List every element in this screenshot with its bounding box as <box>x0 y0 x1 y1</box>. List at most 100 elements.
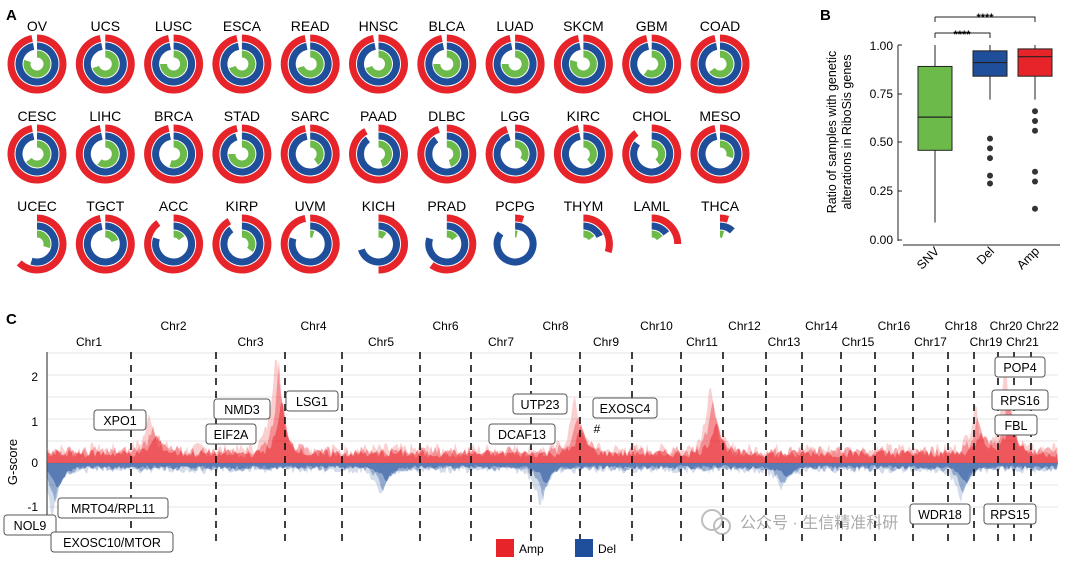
del-arc <box>493 132 537 176</box>
del-arc <box>358 222 400 266</box>
chromosome-label: Chr21 <box>1006 335 1039 349</box>
ring-label: UVM <box>295 198 326 214</box>
ring-chart-kirp: KIRP <box>212 198 272 274</box>
ring-label: MESO <box>699 108 740 124</box>
gene-callout-box <box>592 397 658 419</box>
gene-callout-box <box>50 531 174 553</box>
panel-label-c: C <box>6 311 17 328</box>
ring-chart-chol: CHOL <box>622 108 682 184</box>
gene-callout: RPS15 <box>983 503 1037 525</box>
ring-chart-sarc: SARC <box>280 108 340 184</box>
gene-label: RPS16 <box>1000 394 1040 408</box>
ring-label: PRAD <box>427 198 466 214</box>
outlier-point <box>987 135 993 142</box>
ring-chart-dlbc: DLBC <box>417 108 477 184</box>
outlier-point <box>987 145 993 152</box>
chromosome-label: Chr11 <box>686 335 718 349</box>
amp-arc <box>719 214 730 223</box>
ring-chart-hnsc: HNSC <box>349 18 408 94</box>
chromosome-label: Chr20 <box>990 319 1023 333</box>
ring-chart-acc: ACC <box>144 198 204 274</box>
ytick-label-2: 0.50 <box>870 135 894 149</box>
snv-arc <box>173 230 185 241</box>
legend-amp-swatch <box>496 539 514 557</box>
amp-arc <box>7 34 67 94</box>
amp-arc <box>75 34 135 94</box>
amp-arc <box>7 124 67 184</box>
ring-chart-blca: BLCA <box>417 18 477 94</box>
snv-arc <box>709 50 734 78</box>
amp-arc <box>651 214 682 245</box>
chromosome-label: Chr12 <box>728 319 761 333</box>
gene-callout-box <box>213 398 271 420</box>
gene-callout: NOL9 <box>3 514 57 536</box>
del-arc <box>493 42 537 86</box>
snv-arc <box>378 140 392 167</box>
wechat-icon <box>701 509 723 531</box>
ring-chart-kirc: KIRC <box>553 108 613 184</box>
chromosome-label: Chr16 <box>878 319 911 333</box>
gene-callout-box <box>983 503 1037 525</box>
significance-bracket-snv-amp <box>934 16 1036 22</box>
del-arc <box>15 132 59 176</box>
significance-label-snv-amp: **** <box>976 12 994 24</box>
ring-chart-gbm: GBM <box>622 18 682 94</box>
ring-label: LIHC <box>89 108 121 124</box>
amp-arc <box>75 214 135 274</box>
snv-arc <box>582 230 595 241</box>
ring-label: BLCA <box>429 18 466 34</box>
gene-callout-box <box>994 414 1038 436</box>
ring-label: SKCM <box>563 18 603 34</box>
snv-arc <box>378 230 387 239</box>
ring-label: OV <box>27 18 48 34</box>
panel-b-boxplot: Ratio of samples with genetic alteration… <box>825 12 1060 272</box>
del-arc <box>220 132 264 176</box>
ring-chart-lusc: LUSC <box>144 18 204 94</box>
panel-label-a: A <box>6 7 17 24</box>
watermark: 公众号 · 生信精准科研 <box>701 509 898 535</box>
amp-arc <box>349 34 408 94</box>
gene-label: EIF2A <box>214 428 249 442</box>
del-arc <box>425 132 469 176</box>
gene-callout-box <box>285 390 339 412</box>
amp-arc <box>690 34 750 94</box>
gscore-ytick-1: 1 <box>31 415 38 429</box>
snv-arc <box>514 140 529 162</box>
gene-label: LSG1 <box>296 395 328 409</box>
gene-callout-box <box>488 423 556 445</box>
ring-chart-prad: PRAD <box>425 198 477 274</box>
gene-callout: XPO1 <box>93 409 147 431</box>
ring-label: READ <box>291 18 330 34</box>
ring-chart-laml: LAML <box>633 198 682 245</box>
xtick-label: Del <box>974 244 997 267</box>
chromosome-label: Chr1 <box>76 335 102 349</box>
snv-arc <box>36 230 51 249</box>
gene-label: EXOSC10/MTOR <box>63 536 161 550</box>
outlier-point <box>1032 118 1038 125</box>
gene-label: UTP23 <box>521 398 560 412</box>
box-body <box>1017 48 1053 77</box>
gscore-ylabel: G-score <box>5 439 20 485</box>
del-arc <box>15 42 59 86</box>
amp-arc <box>75 124 135 184</box>
amp-arc <box>429 214 477 274</box>
del-arc <box>698 42 742 86</box>
del-arc <box>220 42 264 86</box>
ring-label: ESCA <box>223 18 262 34</box>
amp-arc <box>144 34 204 94</box>
ring-chart-luad: LUAD <box>485 18 545 94</box>
del-area <box>47 463 1058 488</box>
ring-label: LUSC <box>155 18 192 34</box>
gene-label: DCAF13 <box>498 428 546 442</box>
legend-amp-label: Amp <box>519 542 544 556</box>
ring-label: UCEC <box>17 198 57 214</box>
gene-callout: RPS16 <box>991 389 1049 411</box>
gscore-ytick-neg1: -1 <box>27 500 38 514</box>
del-arc <box>152 132 196 176</box>
ring-label: STAD <box>224 108 260 124</box>
del-arc <box>83 132 127 176</box>
snv-arc <box>569 50 597 78</box>
ring-label: CESC <box>18 108 57 124</box>
del-arc <box>561 132 605 176</box>
